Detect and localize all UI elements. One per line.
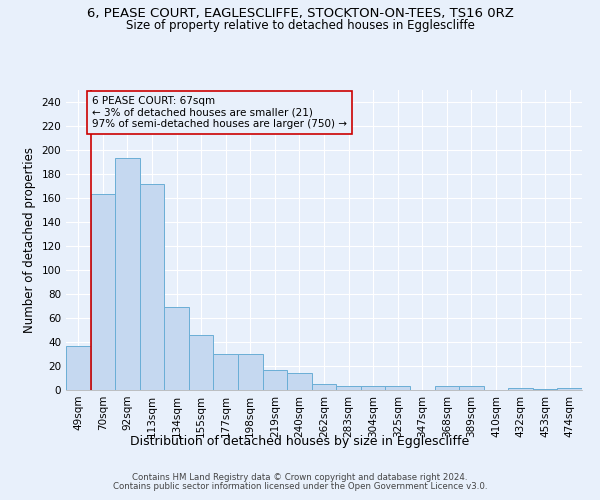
Text: Contains public sector information licensed under the Open Government Licence v3: Contains public sector information licen… (113, 482, 487, 491)
Bar (361, 386, 385, 390)
Text: Size of property relative to detached houses in Egglescliffe: Size of property relative to detached ho… (125, 18, 475, 32)
Bar (287, 373, 312, 390)
Text: 6, PEASE COURT, EAGLESCLIFFE, STOCKTON-ON-TEES, TS16 0RZ: 6, PEASE COURT, EAGLESCLIFFE, STOCKTON-O… (86, 8, 514, 20)
Bar (336, 386, 361, 390)
Bar (214, 354, 238, 390)
Bar (263, 370, 287, 390)
Bar (312, 384, 336, 390)
Bar (91, 194, 115, 390)
Bar (508, 388, 533, 390)
Bar (533, 389, 557, 390)
Bar (189, 335, 214, 390)
Bar (115, 158, 140, 390)
Bar (557, 388, 582, 390)
Bar (164, 307, 189, 390)
Bar (459, 386, 484, 390)
Y-axis label: Number of detached properties: Number of detached properties (23, 147, 36, 333)
Text: 6 PEASE COURT: 67sqm
← 3% of detached houses are smaller (21)
97% of semi-detach: 6 PEASE COURT: 67sqm ← 3% of detached ho… (92, 96, 347, 129)
Text: Contains HM Land Registry data © Crown copyright and database right 2024.: Contains HM Land Registry data © Crown c… (132, 472, 468, 482)
Bar (434, 386, 459, 390)
Bar (385, 386, 410, 390)
Bar (66, 346, 91, 390)
Bar (238, 354, 263, 390)
Text: Distribution of detached houses by size in Egglescliffe: Distribution of detached houses by size … (130, 435, 470, 448)
Bar (140, 184, 164, 390)
